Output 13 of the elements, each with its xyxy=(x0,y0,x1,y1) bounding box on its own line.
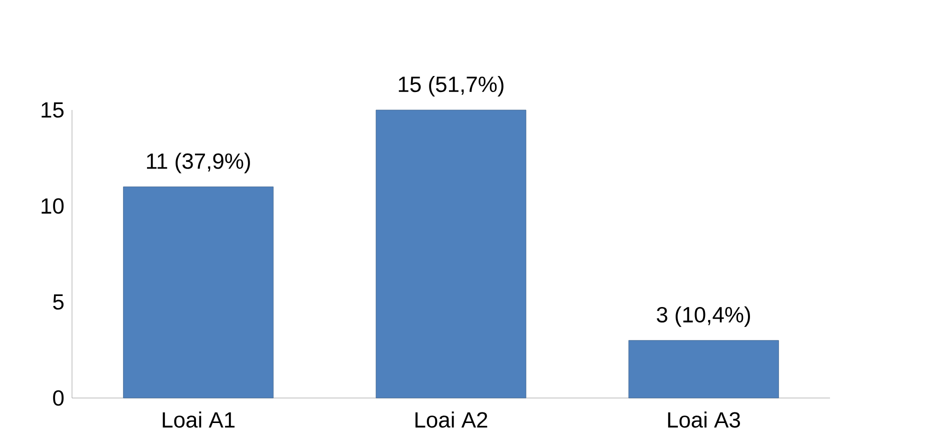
bar xyxy=(123,186,274,398)
x-tick-label: Loai A3 xyxy=(668,412,740,428)
y-tick-label: 0 xyxy=(53,390,64,406)
bar xyxy=(376,110,526,398)
data-label: 3 (10,4%) xyxy=(656,306,750,327)
y-tick-label: 5 xyxy=(53,294,64,310)
data-label: 11 (37,9%) xyxy=(147,152,250,174)
x-tick-label: Loai A2 xyxy=(416,412,488,428)
y-tick-label: 10 xyxy=(42,198,64,214)
data-label: 15 (51,7%) xyxy=(398,76,504,96)
y-tick-label: 15 xyxy=(42,102,64,118)
x-tick-label: Loai A1 xyxy=(162,412,235,428)
bar xyxy=(628,340,779,398)
